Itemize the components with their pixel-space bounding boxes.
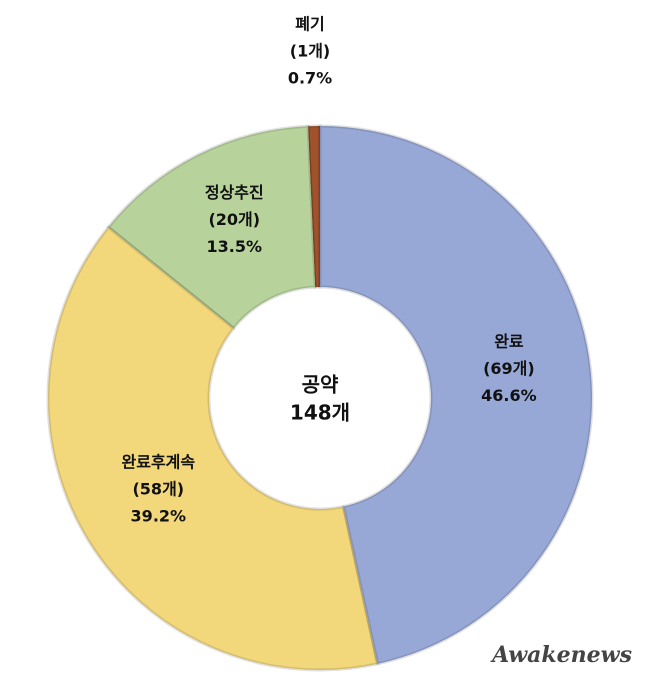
- slice-label: 완료: [494, 332, 524, 351]
- donut-slice: [106, 124, 317, 330]
- count-label: (20개): [208, 210, 260, 229]
- watermark: Awakenews: [490, 642, 632, 668]
- slice-label: 폐기: [295, 15, 324, 34]
- count-label: (58개): [132, 479, 184, 498]
- center-label: 148개: [290, 401, 350, 425]
- value-label: 13.5%: [207, 237, 263, 256]
- slice-label: 완료후계속: [122, 452, 196, 471]
- donut-slice: [318, 124, 594, 666]
- value-label: 0.7%: [288, 69, 332, 88]
- slice-label: 정상추진: [205, 183, 264, 202]
- count-label: (69개): [483, 359, 535, 378]
- donut-slice: [46, 225, 380, 672]
- value-label: 39.2%: [131, 506, 187, 525]
- center-label: 공약: [302, 373, 339, 397]
- count-label: (1개): [290, 42, 330, 61]
- value-label: 46.6%: [481, 386, 537, 405]
